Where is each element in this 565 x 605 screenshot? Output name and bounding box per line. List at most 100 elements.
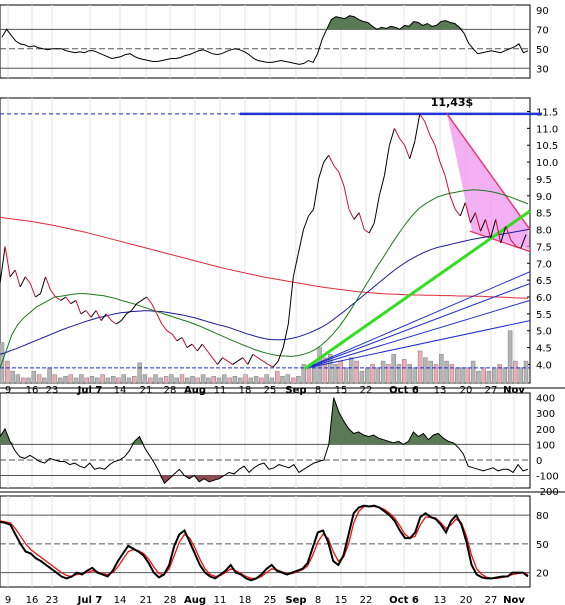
volume-bar [428, 360, 433, 384]
date-label-bottom: 25 [264, 595, 277, 605]
cci-panel [0, 392, 531, 489]
price-segment [480, 219, 486, 232]
price-segment [237, 357, 244, 362]
date-label-bottom: Oct 6 [389, 595, 419, 605]
price-segment [495, 219, 502, 244]
volume-bar [470, 360, 476, 384]
volume-bar [26, 377, 31, 384]
price-segment [60, 296, 67, 301]
price-segment [141, 296, 147, 301]
price-segment [328, 155, 335, 166]
date-label-top: Nov [503, 385, 525, 396]
price-segment [388, 128, 395, 146]
volume-bar [354, 360, 359, 384]
price-segment [191, 343, 198, 352]
volume-bar [216, 377, 222, 384]
price-tick-label: 9.5 [536, 175, 552, 186]
price-segment [55, 296, 61, 301]
volume-bar [465, 367, 471, 384]
price-segment [45, 276, 52, 291]
cci-tick-label: 400 [536, 394, 555, 405]
volume-bar [518, 367, 523, 384]
price-segment [343, 185, 350, 210]
price-segment [348, 209, 355, 220]
cci-tick-label: 100 [536, 440, 555, 451]
volume-bar [333, 364, 338, 384]
price-segment [222, 357, 228, 362]
volume-bar [248, 377, 254, 384]
volume-bar [36, 374, 42, 384]
volume-bar [285, 374, 291, 384]
price-segment [181, 337, 188, 348]
price-segment [262, 360, 269, 365]
price-segment [363, 229, 370, 234]
date-label-bottom: 18 [239, 595, 252, 605]
date-label-top: Sep [285, 385, 306, 396]
volume-bar [121, 374, 126, 384]
volume-bar [349, 357, 354, 384]
price-segment [500, 226, 507, 244]
price-segment [510, 239, 517, 247]
price-segment [434, 145, 441, 163]
volume-bar [200, 374, 206, 384]
volume-bar [190, 376, 195, 384]
price-segment [449, 195, 456, 210]
volume-bar [206, 377, 211, 384]
volume-bar [95, 377, 100, 384]
price-segment [40, 276, 46, 294]
price-segment [515, 245, 522, 249]
volume-bar [402, 359, 407, 384]
price-tick-label: 11.0 [536, 124, 558, 135]
volume-bar [412, 367, 418, 384]
price-segment [439, 161, 446, 176]
price-segment [333, 165, 340, 173]
volume-bar [84, 377, 89, 384]
price-segment [131, 303, 138, 311]
price-tick-label: 4.5 [536, 344, 552, 355]
price-tick-label: 11.5 [536, 107, 558, 118]
price-segment [338, 172, 345, 186]
price-segment [287, 276, 294, 325]
price-segment [90, 310, 97, 318]
price-segment [201, 343, 208, 352]
price-segment [272, 360, 279, 368]
volume-bar [417, 350, 423, 384]
price-segment [227, 360, 233, 365]
price-segment [353, 212, 360, 220]
date-label-bottom: 14 [114, 595, 127, 605]
price-segment [85, 310, 92, 318]
date-label-top: 11 [214, 385, 227, 396]
rsi-tick-label: 70 [536, 25, 549, 36]
price-segment [297, 229, 304, 254]
rsi-tick-label: 90 [536, 6, 549, 17]
price-segment [136, 299, 142, 305]
price-segment [429, 134, 436, 146]
volume-bar [253, 376, 259, 384]
price-segment [267, 363, 274, 368]
volume-bar [126, 377, 132, 384]
price-tick-label: 7.0 [536, 259, 552, 270]
price-segment [358, 212, 365, 230]
date-label-top: 22 [360, 385, 373, 396]
date-label-top: 13 [434, 385, 447, 396]
volume-bar [169, 374, 174, 384]
date-label-top: 23 [46, 385, 59, 396]
price-segment [156, 313, 163, 325]
price-tick-label: 6.0 [536, 293, 552, 304]
volume-bar [73, 377, 79, 384]
ma-200-line [0, 216, 529, 299]
date-label-top: 21 [140, 385, 153, 396]
wedge-pattern [447, 113, 530, 250]
price-segment [50, 289, 57, 298]
volume-bar [47, 367, 52, 384]
price-segment [126, 310, 132, 315]
price-segment [303, 215, 309, 230]
price-segment [105, 313, 112, 321]
date-label-bottom: 8 [315, 595, 321, 605]
volume-bar [502, 367, 508, 384]
price-segment [469, 212, 476, 224]
date-label-top: 16 [26, 385, 39, 396]
price-segment [444, 175, 451, 196]
price-segment [252, 353, 259, 359]
